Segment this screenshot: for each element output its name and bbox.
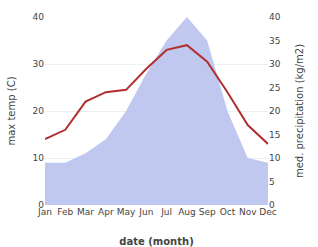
svg-text:May: May [117,207,136,217]
svg-text:med. precipitation (kg/m2): med. precipitation (kg/m2) [294,44,305,178]
svg-text:10: 10 [269,153,281,163]
svg-text:Sep: Sep [199,207,216,217]
svg-text:5: 5 [269,177,275,187]
svg-text:Oct: Oct [220,207,236,217]
svg-text:Jun: Jun [138,207,153,217]
svg-text:Mar: Mar [77,207,94,217]
svg-text:0: 0 [269,200,275,210]
svg-text:Apr: Apr [98,207,114,217]
svg-text:Nov: Nov [239,207,257,217]
svg-text:15: 15 [269,130,280,140]
svg-text:0: 0 [38,200,44,210]
svg-text:35: 35 [269,36,280,46]
svg-text:date (month): date (month) [119,236,193,247]
svg-text:30: 30 [33,59,45,69]
svg-text:Aug: Aug [178,207,196,217]
svg-text:30: 30 [269,59,281,69]
svg-text:40: 40 [269,12,281,22]
svg-text:Jan: Jan [37,207,52,217]
svg-text:10: 10 [33,153,45,163]
svg-text:20: 20 [33,106,45,116]
svg-text:max temp (C): max temp (C) [6,76,17,145]
svg-text:Jul: Jul [160,207,172,217]
svg-text:Dec: Dec [259,207,276,217]
svg-text:20: 20 [269,106,281,116]
svg-text:25: 25 [269,83,280,93]
svg-text:40: 40 [33,12,45,22]
svg-text:Feb: Feb [57,207,73,217]
